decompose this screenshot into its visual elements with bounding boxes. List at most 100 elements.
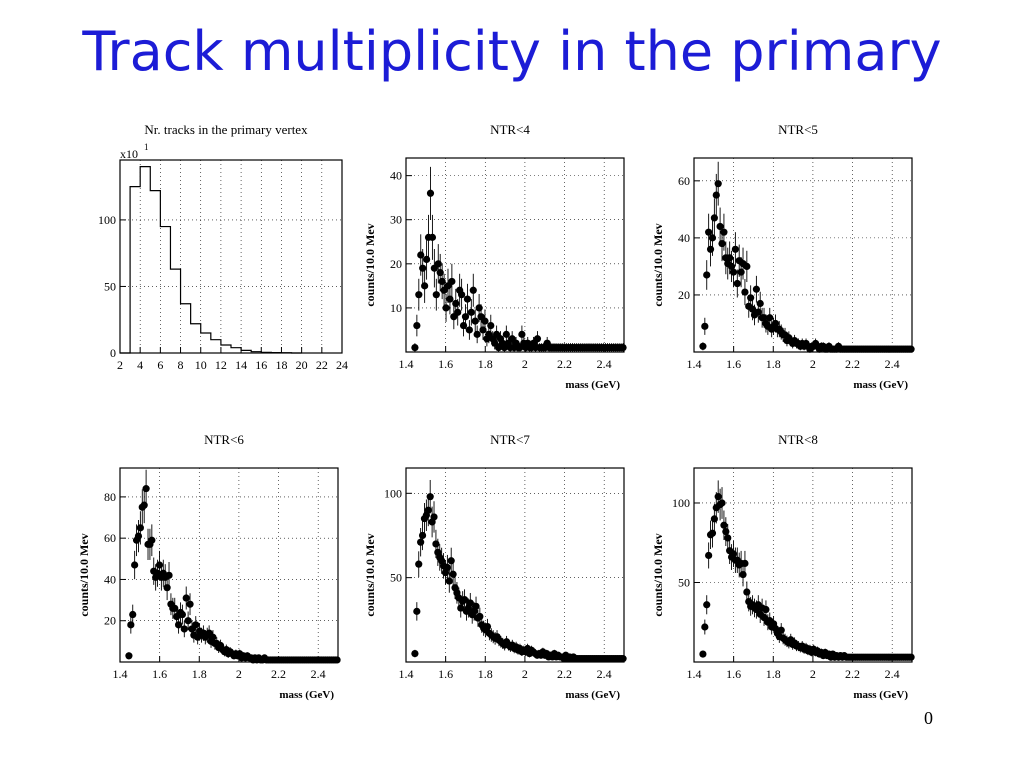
y-tick-label: 40 bbox=[678, 231, 690, 245]
marker bbox=[426, 189, 435, 197]
marker bbox=[411, 343, 419, 352]
y-tick-label: 100 bbox=[672, 496, 690, 510]
x-axis-label: mass (GeV) bbox=[853, 379, 908, 391]
data-point bbox=[445, 569, 453, 593]
y-tick-label: 80 bbox=[104, 490, 116, 504]
marker bbox=[741, 288, 749, 296]
data-point bbox=[714, 161, 722, 206]
marker bbox=[502, 330, 510, 338]
marker bbox=[184, 617, 192, 625]
data-point bbox=[741, 279, 749, 306]
marker bbox=[415, 291, 423, 299]
x-axis-label: mass (GeV) bbox=[279, 689, 334, 701]
marker bbox=[174, 621, 183, 629]
data-point bbox=[430, 501, 438, 533]
marker bbox=[483, 622, 492, 631]
marker bbox=[706, 245, 715, 253]
data-point bbox=[174, 616, 183, 634]
data-point bbox=[766, 307, 774, 328]
x-axis-label: mass (GeV) bbox=[853, 689, 908, 701]
x-tick-label: 2 bbox=[522, 357, 528, 371]
x-tick-label: 1.6 bbox=[438, 667, 453, 681]
marker bbox=[436, 269, 444, 277]
data-point bbox=[699, 342, 707, 351]
data-point bbox=[487, 314, 495, 337]
data-point bbox=[415, 278, 423, 311]
x-axis-label: mass (GeV) bbox=[565, 379, 620, 391]
marker bbox=[907, 345, 915, 353]
x-tick-label: 2.2 bbox=[557, 357, 572, 371]
marker bbox=[705, 551, 713, 560]
data-point bbox=[436, 253, 444, 292]
chart-title: NTR<6 bbox=[204, 432, 244, 447]
marker bbox=[413, 607, 421, 615]
marker bbox=[703, 601, 711, 609]
data-point bbox=[469, 273, 477, 307]
data-point bbox=[907, 653, 915, 661]
x-tick-label: 2.4 bbox=[597, 667, 612, 681]
marker bbox=[762, 605, 770, 614]
y-tick-label: 40 bbox=[390, 169, 402, 183]
marker bbox=[720, 521, 728, 529]
x-tick-label: 1.6 bbox=[726, 667, 741, 681]
chart-title: Nr. tracks in the primary vertex bbox=[144, 122, 308, 137]
data-point bbox=[182, 586, 190, 610]
marker bbox=[454, 308, 462, 316]
data-point bbox=[131, 550, 139, 580]
data-point bbox=[140, 487, 148, 524]
marker bbox=[743, 262, 751, 271]
chart-title: NTR<5 bbox=[778, 122, 818, 137]
marker bbox=[718, 499, 726, 507]
x-tick-label: 16 bbox=[255, 358, 267, 372]
marker bbox=[722, 528, 730, 536]
data-point bbox=[619, 343, 627, 352]
y-tick-label: 30 bbox=[390, 213, 402, 227]
marker bbox=[127, 621, 135, 629]
chart-ntr-lt-6: NTR<6 counts/10.0 Mev mass (GeV) 1.4 1.6 1… bbox=[77, 432, 341, 701]
data-point bbox=[699, 650, 707, 658]
marker bbox=[148, 536, 156, 544]
marker bbox=[417, 538, 425, 546]
data-point bbox=[142, 469, 150, 508]
marker bbox=[708, 234, 717, 242]
marker bbox=[518, 330, 526, 338]
data-point bbox=[421, 268, 429, 303]
marker bbox=[701, 623, 709, 631]
marker bbox=[411, 649, 419, 658]
x-tick-label: 2 bbox=[810, 357, 816, 371]
marker bbox=[418, 531, 427, 540]
plot-frame bbox=[405, 467, 625, 663]
data-point bbox=[762, 600, 770, 619]
x-tick-label: 1.6 bbox=[726, 357, 741, 371]
data-point bbox=[413, 602, 421, 621]
x-tick-label: 1.4 bbox=[399, 357, 414, 371]
x-tick-label: 1.8 bbox=[766, 667, 781, 681]
marker bbox=[417, 251, 425, 259]
marker bbox=[434, 260, 442, 268]
marker bbox=[708, 529, 717, 537]
marker bbox=[463, 295, 472, 303]
marker bbox=[186, 600, 194, 608]
data-point bbox=[186, 593, 194, 616]
data-point bbox=[463, 283, 472, 315]
data-point bbox=[466, 592, 474, 613]
marker bbox=[701, 322, 709, 330]
marker bbox=[445, 577, 453, 585]
data-point bbox=[716, 207, 724, 246]
y-axis-label: counts/10.0 Mev bbox=[77, 533, 91, 616]
marker bbox=[479, 326, 487, 334]
chart-title: NTR<8 bbox=[778, 432, 818, 447]
data-point bbox=[148, 524, 156, 557]
data-point bbox=[533, 331, 542, 347]
x-tick-label: 2.4 bbox=[597, 357, 612, 371]
x-tick-label: 2.2 bbox=[845, 357, 860, 371]
marker bbox=[714, 493, 722, 501]
data-point bbox=[907, 345, 915, 353]
marker bbox=[443, 563, 451, 572]
marker bbox=[421, 282, 429, 290]
marker bbox=[449, 570, 457, 578]
marker bbox=[422, 255, 431, 264]
data-point bbox=[129, 604, 137, 625]
data-point bbox=[192, 616, 200, 634]
chart-ntr-lt-5: NTR<5 counts/10.0 Mev mass (GeV) 1.4 1.6 1… bbox=[651, 122, 915, 391]
